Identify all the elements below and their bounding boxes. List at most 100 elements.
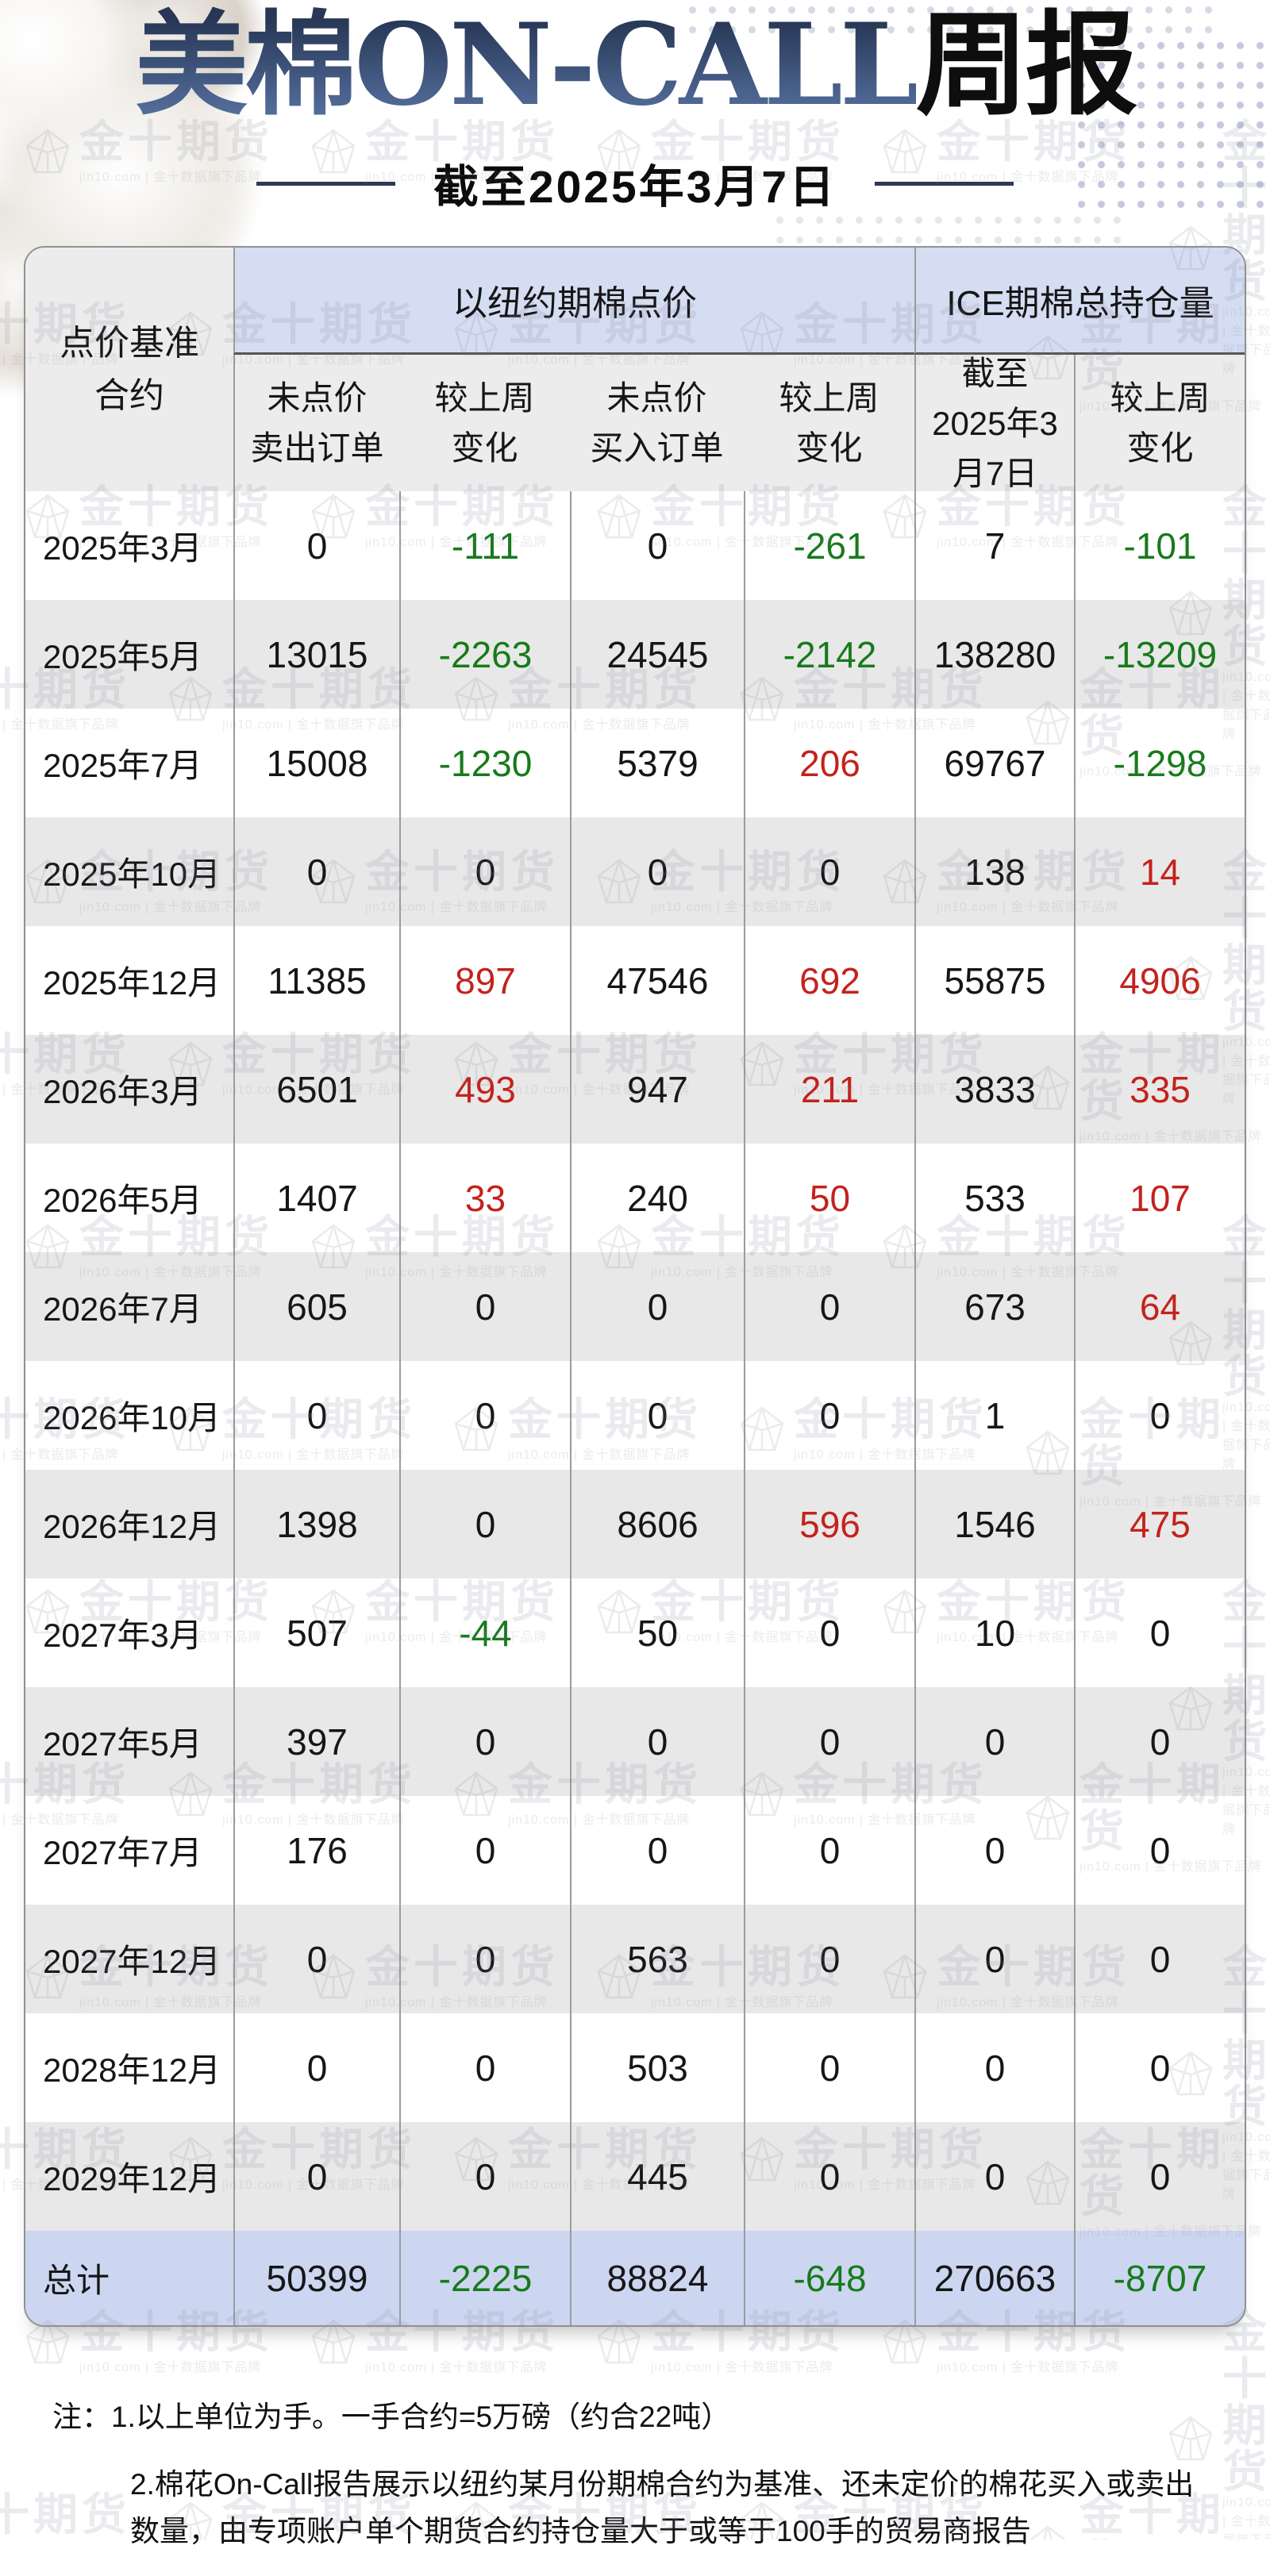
table-cell: 206 xyxy=(744,709,914,817)
table-cell: 0 xyxy=(914,1796,1074,1905)
table-cell: -111 xyxy=(399,491,570,600)
table-cell: -44 xyxy=(399,1578,570,1687)
table-cell: 1546 xyxy=(914,1470,1074,1578)
table-cell: 0 xyxy=(399,1687,570,1796)
footnotes: 注：1.以上单位为手。一手合约=5万磅（约合22吨） 2.棉花On-Call报告… xyxy=(52,2393,1227,2576)
row-label: 2025年7月 xyxy=(25,709,233,817)
table-cell: 533 xyxy=(914,1144,1074,1252)
table-cell: -8707 xyxy=(1074,2231,1245,2325)
table-cell: 50 xyxy=(570,1578,744,1687)
table-cell: 24545 xyxy=(570,600,744,709)
watermark-text: 金十期货 xyxy=(1222,2307,1270,2497)
table-cell: -2225 xyxy=(399,2231,570,2325)
row-label: 2026年3月 xyxy=(25,1035,233,1144)
table-cell: 107 xyxy=(1074,1144,1245,1252)
table-cell: 0 xyxy=(399,1905,570,2013)
table-cell: 0 xyxy=(744,1578,914,1687)
row-label: 2026年10月 xyxy=(25,1361,233,1470)
sub-header: 较上周 变化 xyxy=(744,355,914,491)
table-cell: 0 xyxy=(1074,2122,1245,2231)
subtitle-dash-right xyxy=(875,181,1014,186)
row-label: 2026年7月 xyxy=(25,1252,233,1361)
row-label: 2027年3月 xyxy=(25,1578,233,1687)
table-cell: 55875 xyxy=(914,926,1074,1035)
table-cell: 0 xyxy=(399,1252,570,1361)
table-cell: 14 xyxy=(1074,817,1245,926)
table-cell: 0 xyxy=(570,1252,744,1361)
table-cell: 176 xyxy=(233,1796,399,1905)
table-cell: 507 xyxy=(233,1578,399,1687)
table-cell: 397 xyxy=(233,1687,399,1796)
table-cell: 947 xyxy=(570,1035,744,1144)
table-cell: 4906 xyxy=(1074,926,1245,1035)
table-cell: 605 xyxy=(233,1252,399,1361)
table-cell: 897 xyxy=(399,926,570,1035)
table-cell: 0 xyxy=(399,817,570,926)
table-cell: 0 xyxy=(233,817,399,926)
row-label: 2027年5月 xyxy=(25,1687,233,1796)
table-cell: 596 xyxy=(744,1470,914,1578)
watermark-subtext: jin10.com | 金十数据旗下品牌 xyxy=(79,2360,262,2374)
table-cell: 673 xyxy=(914,1252,1074,1361)
table-cell: 445 xyxy=(570,2122,744,2231)
table-cell: 692 xyxy=(744,926,914,1035)
table-cell: 0 xyxy=(744,1687,914,1796)
table-cell: 0 xyxy=(1074,1578,1245,1687)
table-cell: 88824 xyxy=(570,2231,744,2325)
table-cell: 0 xyxy=(570,1361,744,1470)
table-cell: 3833 xyxy=(914,1035,1074,1144)
table-cell: 50 xyxy=(744,1144,914,1252)
table-cell: 503 xyxy=(570,2013,744,2122)
table-cell: -13209 xyxy=(1074,600,1245,709)
row-label: 2025年3月 xyxy=(25,491,233,600)
table-cell: 1398 xyxy=(233,1470,399,1578)
subtitle-row: 截至2025年3月7日 xyxy=(0,151,1270,216)
table-cell: 0 xyxy=(1074,1361,1245,1470)
row-label: 2029年12月 xyxy=(25,2122,233,2231)
page-title-primary: 美棉ON-CALL xyxy=(135,0,918,131)
table-cell: 0 xyxy=(914,2122,1074,2231)
oncall-table: 点价基准 合约 以纽约期棉点价 ICE期棉总持仓量 未点价 卖出订单 较上周 变化 未点价… xyxy=(24,246,1246,2327)
table-cell: 69767 xyxy=(914,709,1074,817)
table-cell: 0 xyxy=(570,817,744,926)
row-label: 2025年12月 xyxy=(25,926,233,1035)
table-cell: -648 xyxy=(744,2231,914,2325)
table-cell: 0 xyxy=(914,1687,1074,1796)
table-cell: 0 xyxy=(744,1905,914,2013)
table-cell: 0 xyxy=(744,2013,914,2122)
subtitle-dash-left xyxy=(256,181,395,186)
table-cell: 0 xyxy=(399,1470,570,1578)
sub-header: 未点价 买入订单 xyxy=(570,355,744,491)
table-cell: 1 xyxy=(914,1361,1074,1470)
row-label: 2027年12月 xyxy=(25,1905,233,2013)
row-label: 2026年5月 xyxy=(25,1144,233,1252)
group-header-ny-pricing: 以纽约期棉点价 xyxy=(233,248,914,355)
row-label: 2025年5月 xyxy=(25,600,233,709)
table-cell: 493 xyxy=(399,1035,570,1144)
watermark-subtext: jin10.com | 金十数据旗下品牌 xyxy=(365,2360,548,2374)
row-label: 2027年7月 xyxy=(25,1796,233,1905)
table-cell: 0 xyxy=(914,1905,1074,2013)
table-cell: 0 xyxy=(233,1905,399,2013)
table-cell: -1230 xyxy=(399,709,570,817)
sub-header: 较上周 变化 xyxy=(399,355,570,491)
table-cell: 64 xyxy=(1074,1252,1245,1361)
table-cell: 0 xyxy=(399,1796,570,1905)
table-cell: 475 xyxy=(1074,1470,1245,1578)
table-cell: 0 xyxy=(1074,2013,1245,2122)
table-cell: 0 xyxy=(570,1687,744,1796)
table-cell: -2142 xyxy=(744,600,914,709)
table-cell: 0 xyxy=(399,1361,570,1470)
table-cell: 10 xyxy=(914,1578,1074,1687)
total-row-label: 总计 xyxy=(25,2231,233,2325)
watermark-subtext: jin10.com | 金十数据旗下品牌 xyxy=(1222,2496,1270,2539)
page-title-secondary: 周报 xyxy=(915,0,1138,131)
table-cell: 0 xyxy=(744,1252,914,1361)
footnote-1: 注：1.以上单位为手。一手合约=5万磅（约合22吨） xyxy=(52,2401,731,2433)
watermark-texts: 金十期货 jin10.com | 金十数据旗下品牌 xyxy=(1222,2309,1270,2539)
sub-header: 较上周 变化 xyxy=(1074,355,1245,491)
table-cell: 0 xyxy=(399,2122,570,2231)
table-cell: 211 xyxy=(744,1035,914,1144)
table-cell: 335 xyxy=(1074,1035,1245,1144)
